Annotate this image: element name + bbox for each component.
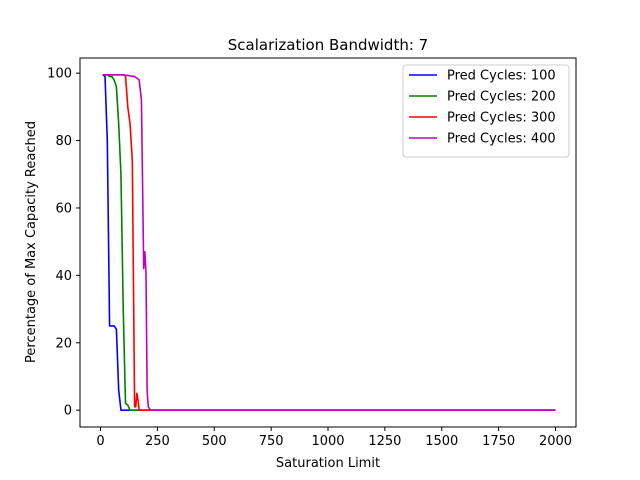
- x-axis: 0 250 500 750 1000 1250 1500 1750 2000: [96, 427, 572, 449]
- legend-label: Pred Cycles: 100: [447, 69, 556, 84]
- x-tick-label: 750: [259, 434, 284, 449]
- plot-lines: [102, 74, 556, 411]
- y-tick-label: 0: [64, 404, 72, 419]
- x-tick-label: 500: [202, 434, 227, 449]
- legend-label: Pred Cycles: 200: [447, 90, 556, 105]
- y-axis-label: Percentage of Max Capacity Reached: [24, 121, 39, 363]
- legend: Pred Cycles: 100 Pred Cycles: 200 Pred Cyc…: [402, 64, 570, 158]
- x-tick-label: 1000: [311, 434, 344, 449]
- y-axis: 0 20 40 60 80 100: [47, 67, 80, 419]
- legend-box: [402, 64, 570, 158]
- y-tick-label: 60: [55, 201, 72, 216]
- x-axis-label: Saturation Limit: [276, 456, 380, 471]
- x-tick-label: 2000: [539, 434, 572, 449]
- legend-label: Pred Cycles: 400: [447, 132, 556, 147]
- x-tick-label: 1500: [425, 434, 458, 449]
- x-tick-label: 1250: [368, 434, 401, 449]
- y-tick-label: 80: [55, 134, 72, 149]
- legend-label: Pred Cycles: 300: [447, 111, 556, 126]
- chart-title: Scalarization Bandwidth: 7: [228, 36, 428, 54]
- y-tick-label: 40: [55, 269, 72, 284]
- x-tick-label: 0: [96, 434, 104, 449]
- x-tick-label: 1750: [482, 434, 515, 449]
- series-line-4: [102, 74, 556, 411]
- y-tick-label: 20: [55, 336, 72, 351]
- y-tick-label: 100: [47, 67, 72, 82]
- x-tick-label: 250: [145, 434, 170, 449]
